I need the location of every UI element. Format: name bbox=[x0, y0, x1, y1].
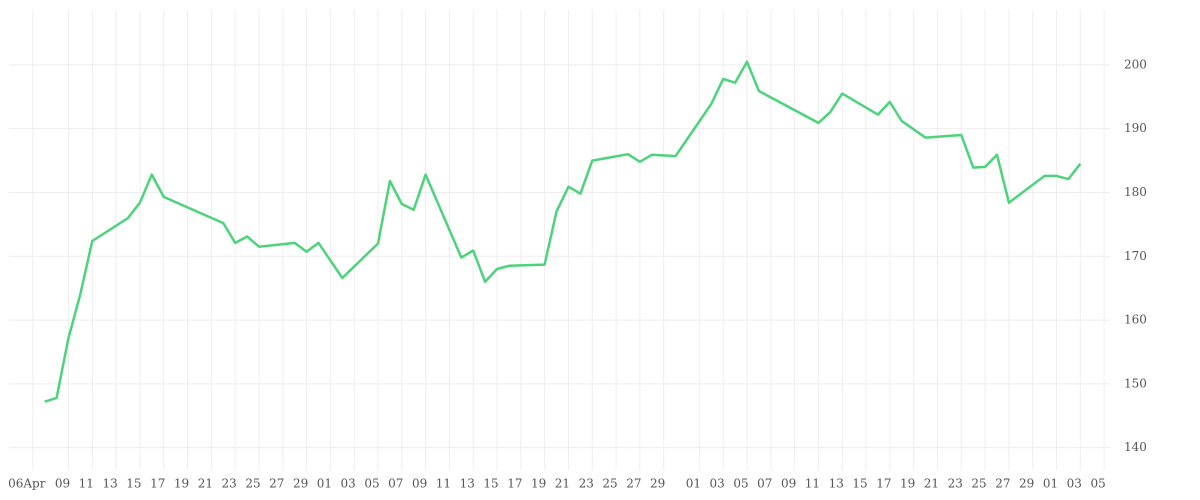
y-tick-label: 180 bbox=[1124, 185, 1147, 199]
x-tick-label: 07 bbox=[757, 477, 772, 491]
x-tick-label: 19 bbox=[900, 477, 915, 491]
x-tick-label: 27 bbox=[269, 477, 284, 491]
x-tick-label: 13 bbox=[460, 477, 475, 491]
y-tick-label: 160 bbox=[1124, 313, 1147, 327]
x-tick-label: 21 bbox=[198, 477, 213, 491]
x-tick-label: 01 bbox=[317, 477, 332, 491]
x-tick-label: 19 bbox=[531, 477, 546, 491]
x-tick-label: 29 bbox=[1019, 477, 1034, 491]
x-tick-label: 15 bbox=[483, 477, 498, 491]
x-tick-label: 11 bbox=[79, 477, 94, 491]
x-tick-label: 17 bbox=[150, 477, 165, 491]
x-tick-label: 09 bbox=[781, 477, 796, 491]
x-tick-label: 06Apr bbox=[8, 477, 46, 491]
x-tick-label: 21 bbox=[924, 477, 939, 491]
x-tick-label: 01 bbox=[686, 477, 701, 491]
price-line bbox=[44, 60, 1082, 403]
x-tick-label: 11 bbox=[805, 477, 820, 491]
x-tick-label: 05 bbox=[733, 477, 748, 491]
y-tick-label: 190 bbox=[1124, 121, 1147, 135]
y-tick-label: 170 bbox=[1124, 249, 1147, 263]
y-tick-label: 150 bbox=[1124, 376, 1147, 390]
x-tick-label: 23 bbox=[948, 477, 963, 491]
x-tick-label: 25 bbox=[245, 477, 260, 491]
x-tick-label: 05 bbox=[1090, 477, 1105, 491]
x-tick-label: 15 bbox=[126, 477, 141, 491]
y-tick-label: 200 bbox=[1124, 57, 1147, 71]
x-tick-label: 23 bbox=[579, 477, 594, 491]
x-tick-label: 09 bbox=[412, 477, 427, 491]
x-tick-label: 23 bbox=[222, 477, 237, 491]
x-tick-label: 07 bbox=[388, 477, 403, 491]
y-tick-label: 140 bbox=[1124, 440, 1147, 454]
x-tick-label: 09 bbox=[55, 477, 70, 491]
x-tick-label: 03 bbox=[341, 477, 356, 491]
x-tick-label: 01 bbox=[1043, 477, 1058, 491]
x-tick-label: 03 bbox=[1067, 477, 1082, 491]
x-tick-label: 11 bbox=[436, 477, 451, 491]
x-tick-label: 17 bbox=[507, 477, 522, 491]
x-tick-label: 13 bbox=[102, 477, 117, 491]
x-tick-label: 25 bbox=[602, 477, 617, 491]
x-tick-label: 29 bbox=[650, 477, 665, 491]
x-tick-label: 21 bbox=[555, 477, 570, 491]
x-tick-label: 03 bbox=[710, 477, 725, 491]
x-tick-label: 27 bbox=[995, 477, 1010, 491]
x-tick-label: 29 bbox=[293, 477, 308, 491]
x-tick-label: 13 bbox=[829, 477, 844, 491]
x-tick-label: 17 bbox=[876, 477, 891, 491]
x-tick-label: 15 bbox=[852, 477, 867, 491]
x-tick-label: 27 bbox=[626, 477, 641, 491]
x-tick-label: 25 bbox=[971, 477, 986, 491]
x-tick-label: 05 bbox=[364, 477, 379, 491]
x-tick-label: 19 bbox=[174, 477, 189, 491]
